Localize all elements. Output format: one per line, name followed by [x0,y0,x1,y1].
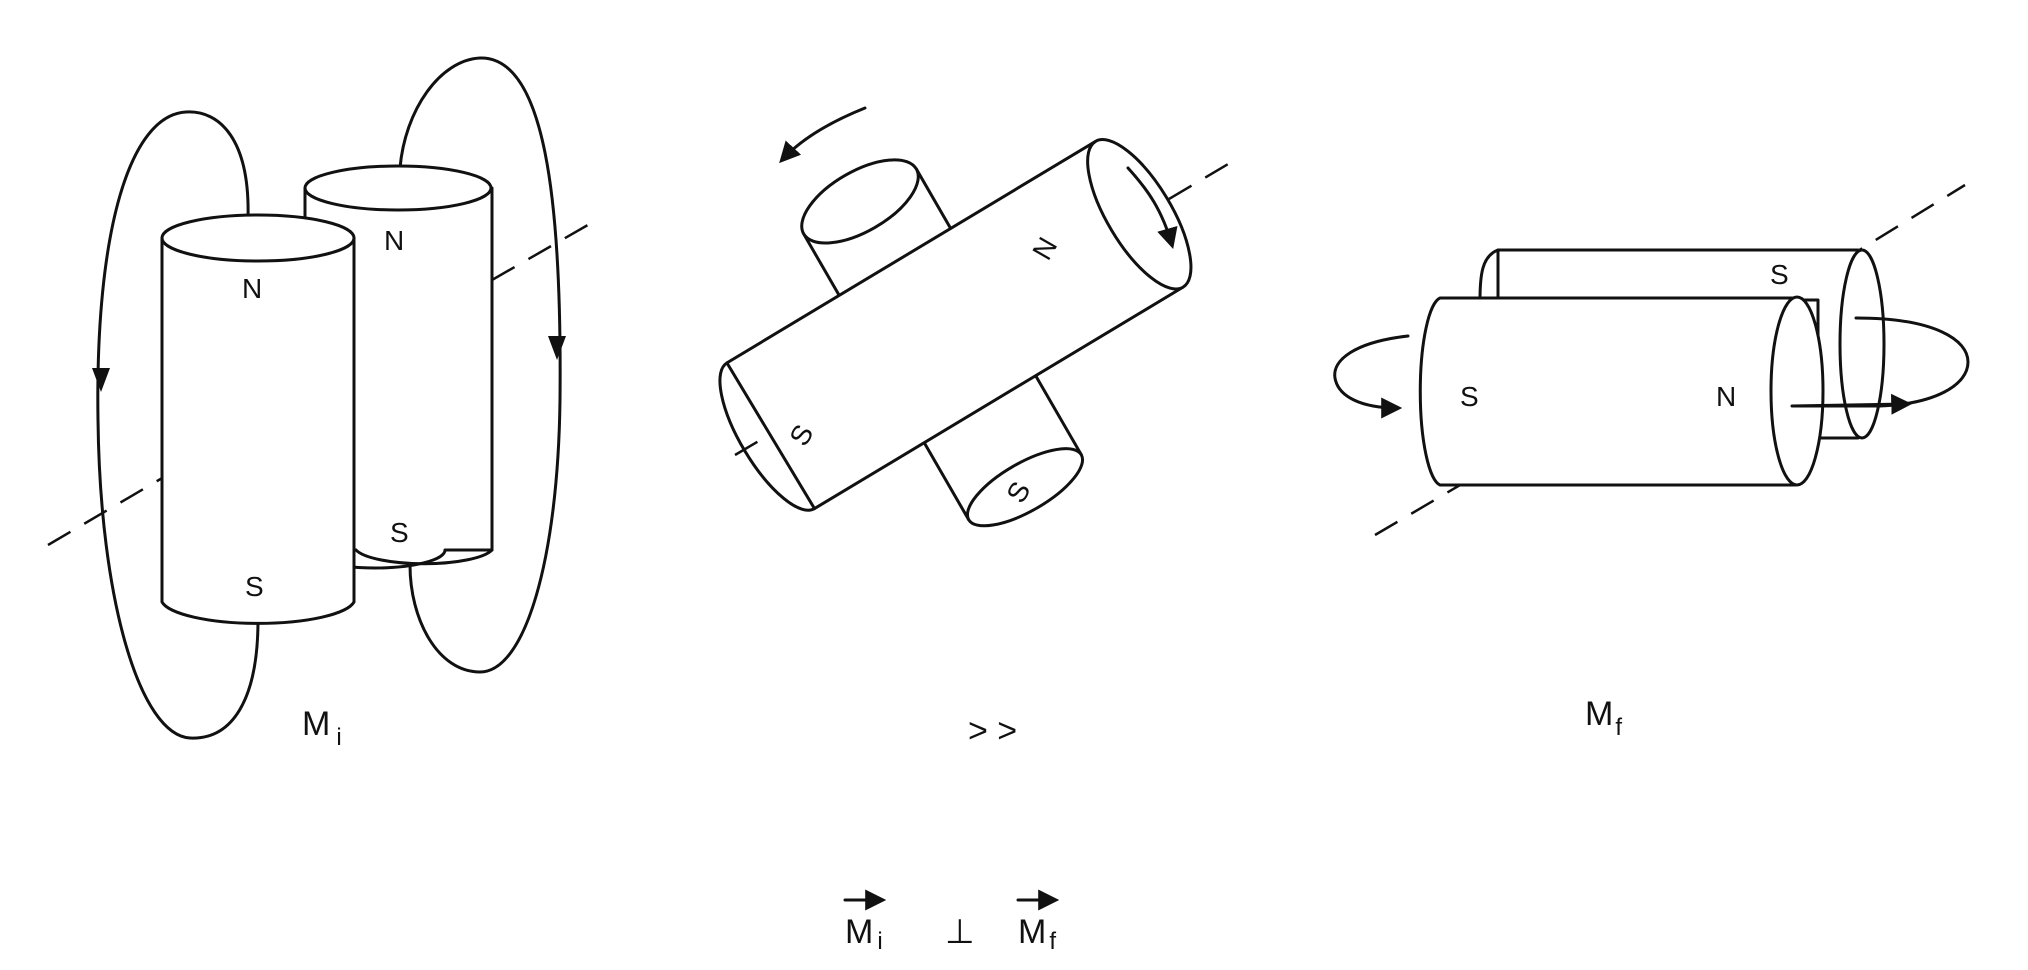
final-caption: Mf [1585,695,1622,741]
front-north-label: N [242,273,262,304]
left-loop-arrow [92,368,110,392]
rotating-magnet-pair: N S S > > [701,108,1235,750]
front-cylinder-top [162,215,354,261]
right-loop-arrow [548,336,566,360]
final-back-south-label: S [1770,259,1789,290]
front-south-label: S [245,571,264,602]
back-cylinder-top [305,166,491,210]
final-front-south-label: S [1460,381,1479,412]
back-north-label: N [384,225,404,256]
final-back-cylinder-left-end [1480,250,1498,300]
transition-arrows: > > [968,712,1017,750]
final-magnet-pair: S S N Mf [1335,185,1968,741]
final-back-cylinder-end [1840,250,1884,438]
initial-axis-right [492,218,600,280]
final-front-cylinder-end [1771,297,1823,485]
final-rotation-arrow-left [1335,336,1408,408]
rotation-arrow-top [782,108,865,160]
final-front-north-label: N [1716,381,1736,412]
back-south-label: S [390,517,409,548]
perpendicular-symbol: ⊥ [945,913,975,951]
